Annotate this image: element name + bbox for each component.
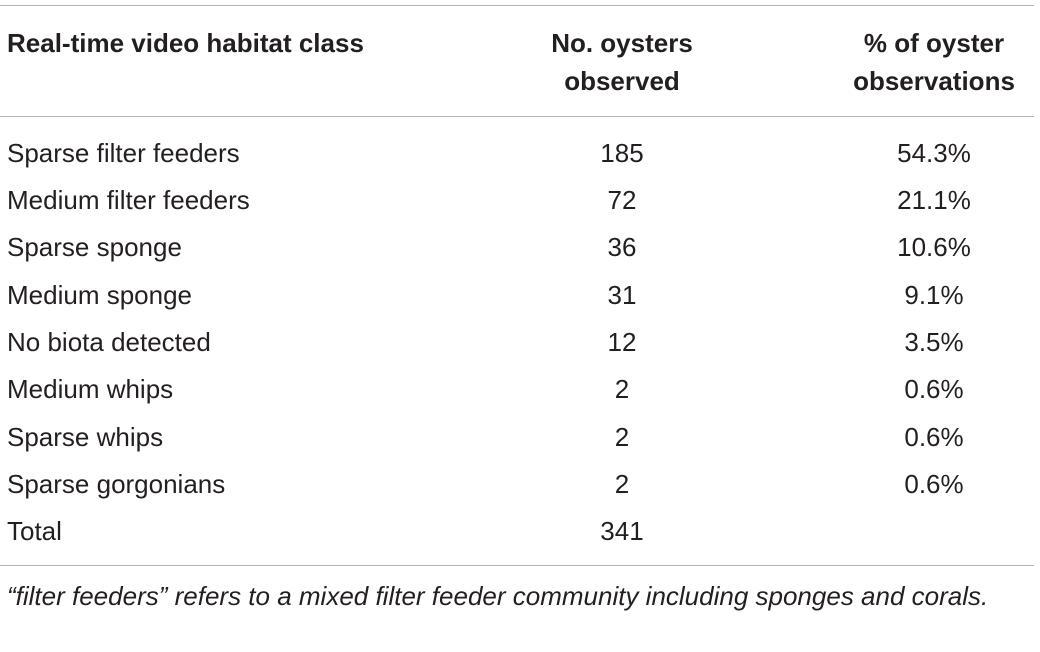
habitat-cell: Medium filter feeders (7, 185, 250, 215)
count-cell: 72 (607, 185, 637, 215)
habitat-cell: Sparse whips (7, 422, 164, 452)
header-pct-line2: observations (853, 66, 1015, 96)
habitat-cell: Sparse filter feeders (7, 138, 240, 168)
habitat-cell: Sparse sponge (7, 232, 182, 262)
count-cell: 12 (607, 327, 637, 357)
header-pct-line1: % of oyster (863, 28, 1005, 58)
header-rule (0, 116, 1034, 117)
header-habitat-class: Real-time video habitat class (7, 28, 364, 58)
percent-cell: 0.6% (904, 469, 964, 499)
percent-cell: 3.5% (904, 327, 964, 357)
count-cell: 2 (614, 469, 630, 499)
percent-cell: 0.6% (904, 422, 964, 452)
percent-cell: 21.1% (897, 185, 971, 215)
habitat-cell: Total (7, 516, 62, 546)
percent-cell: 9.1% (904, 280, 964, 310)
bottom-rule (0, 565, 1034, 566)
percent-cell: 0.6% (904, 374, 964, 404)
header-no-oysters-line2: observed (564, 66, 680, 96)
top-rule (0, 5, 1034, 6)
count-cell: 2 (614, 422, 630, 452)
count-cell: 2 (614, 374, 630, 404)
habitat-cell: Medium whips (7, 374, 174, 404)
count-cell: 341 (600, 516, 644, 546)
table-footnote: “filter feeders” refers to a mixed filte… (7, 581, 989, 611)
habitat-cell: No biota detected (7, 327, 211, 357)
habitat-cell: Sparse gorgonians (7, 469, 226, 499)
header-no-oysters-line1: No. oysters (551, 28, 693, 58)
count-cell: 185 (600, 138, 644, 168)
percent-cell: 10.6% (897, 232, 971, 262)
percent-cell: 54.3% (897, 138, 971, 168)
habitat-cell: Medium sponge (7, 280, 192, 310)
count-cell: 31 (607, 280, 637, 310)
count-cell: 36 (607, 232, 637, 262)
